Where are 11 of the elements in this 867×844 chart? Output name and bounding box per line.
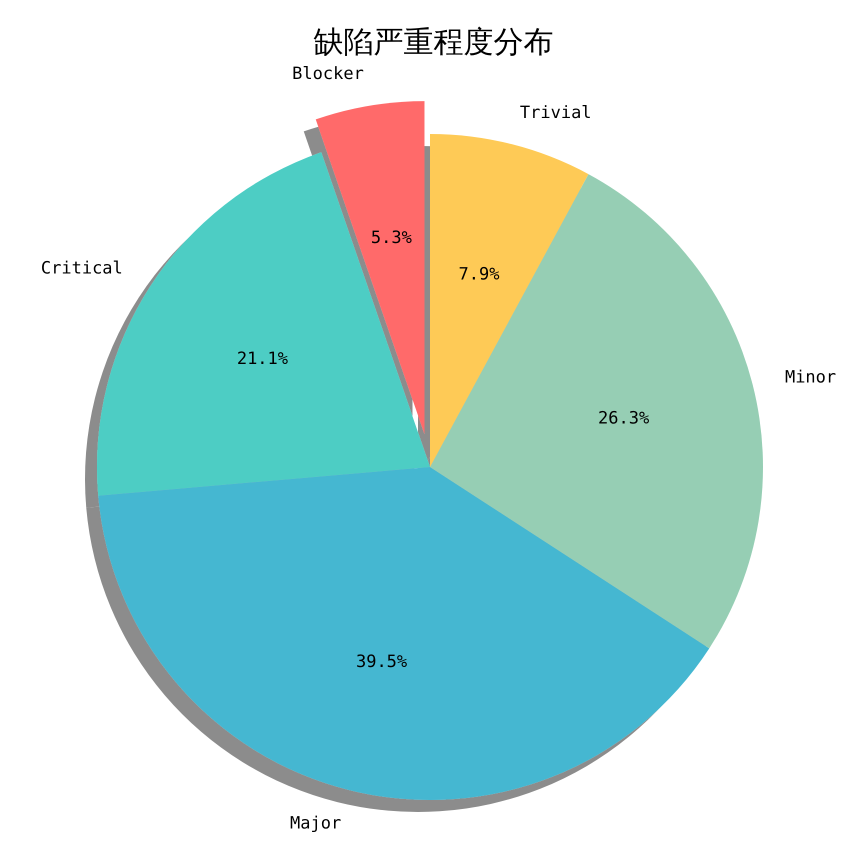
chart-title: 缺陷严重程度分布 — [314, 25, 554, 60]
slice-label: Critical — [40, 258, 123, 279]
slice-label: Blocker — [292, 64, 364, 84]
data-label: 21.1% — [236, 349, 288, 370]
slice-label: Trivial — [520, 102, 592, 123]
data-label: 7.9% — [458, 264, 500, 284]
slice-label: Minor — [784, 368, 836, 388]
slice-label: Major — [290, 813, 342, 834]
data-label: 26.3% — [598, 408, 650, 429]
data-label: 39.5% — [356, 652, 408, 672]
data-label: 5.3% — [370, 228, 412, 248]
